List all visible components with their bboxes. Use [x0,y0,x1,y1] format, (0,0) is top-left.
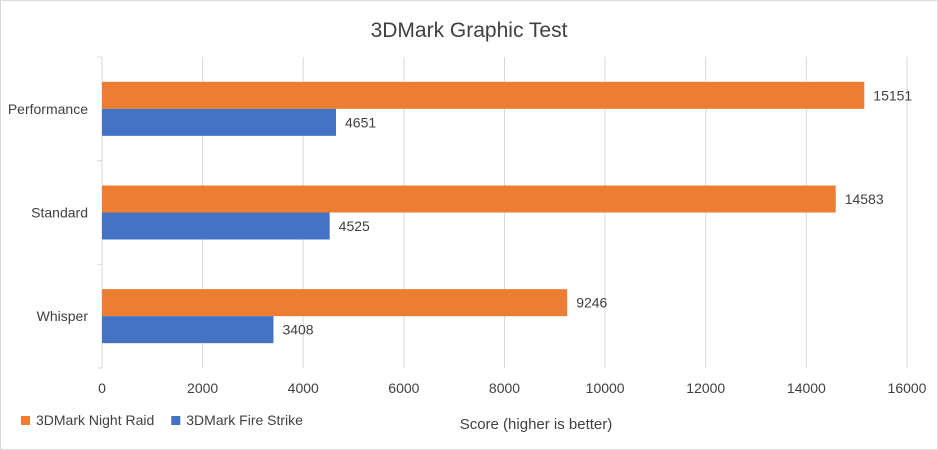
bar [102,108,337,136]
y-category-label: Standard [31,205,88,221]
x-tick-label: 12000 [686,380,725,396]
bar [102,289,568,317]
legend-label: 3DMark Fire Strike [186,412,303,428]
data-label: 4525 [339,218,370,234]
x-axis-title: Score (higher is better) [460,416,613,433]
data-label: 15151 [873,87,912,103]
x-tick-label: 14000 [787,380,826,396]
data-label: 14583 [845,191,884,207]
x-tick-label: 6000 [388,380,419,396]
chart-title: 3DMark Graphic Test [371,19,568,42]
bar [102,316,274,344]
bar [102,185,836,213]
legend-swatch [21,416,30,425]
y-category-label: Whisper [37,308,89,324]
x-tick-label: 8000 [489,380,520,396]
x-tick-label: 16000 [888,380,927,396]
axes [97,56,103,369]
bars [102,81,865,344]
x-tick-label: 4000 [288,380,319,396]
tick-labels: 0 2000 4000 6000 8000 10000 12000 14000 16000 Per… [8,101,927,396]
bar [102,81,865,109]
x-tick-label: 10000 [586,380,625,396]
data-labels: 15151 4651 14583 4525 9246 3408 [282,87,912,337]
data-label: 4651 [345,114,376,130]
data-label: 3408 [282,322,313,338]
legend: 3DMark Night Raid 3DMark Fire Strike [21,412,303,428]
x-tick-label: 0 [98,380,106,396]
x-tick-label: 2000 [187,380,218,396]
bar [102,212,330,240]
legend-swatch [171,416,181,425]
data-label: 9246 [576,295,607,311]
legend-label: 3DMark Night Raid [36,412,154,428]
y-category-label: Performance [8,101,88,117]
